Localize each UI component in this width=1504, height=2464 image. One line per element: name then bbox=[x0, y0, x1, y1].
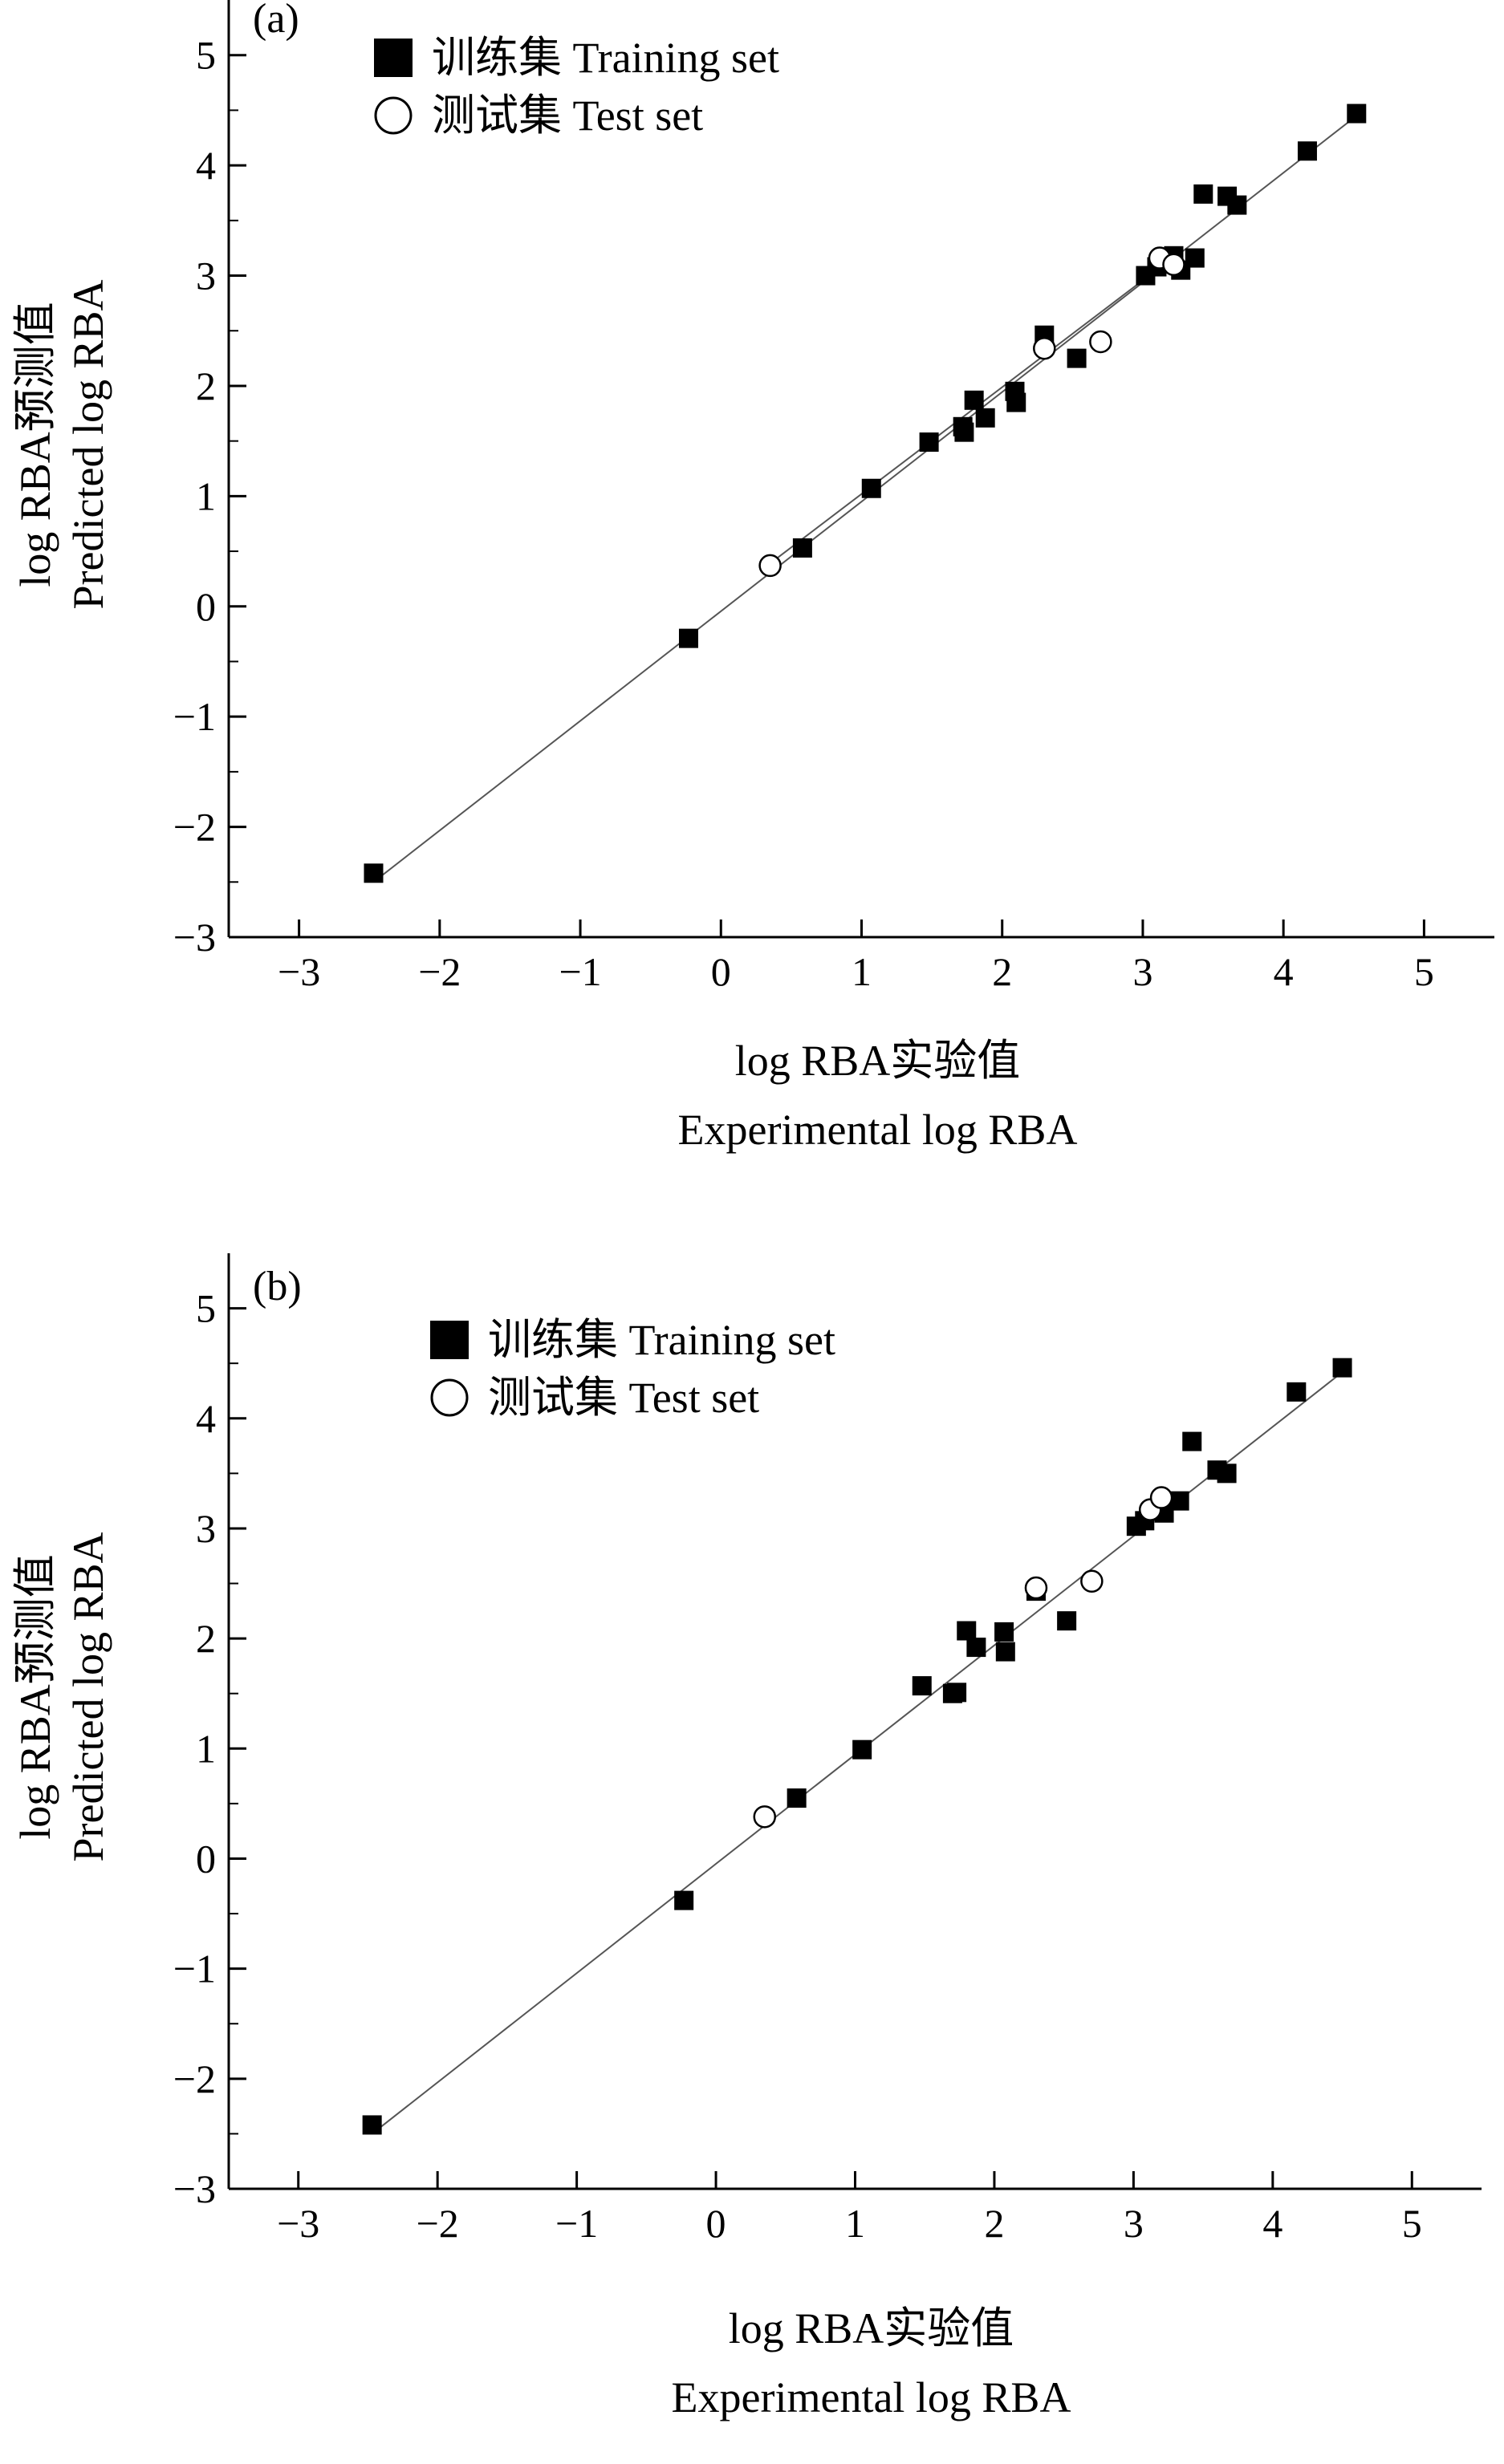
y-tick-label: 4 bbox=[196, 1396, 216, 1441]
training-point bbox=[954, 422, 974, 442]
training-point bbox=[1217, 1463, 1237, 1484]
test-point bbox=[1089, 330, 1112, 354]
y-tick-label: −3 bbox=[173, 2166, 216, 2211]
training-point bbox=[787, 1788, 807, 1808]
training-point bbox=[1297, 141, 1317, 161]
test-point bbox=[758, 554, 782, 578]
training-point bbox=[674, 1890, 694, 1910]
training-point bbox=[957, 1621, 977, 1641]
training-point bbox=[362, 2115, 382, 2135]
x-axis-label-en: Experimental log RBA bbox=[672, 2373, 1071, 2421]
x-tick-label: 5 bbox=[1402, 2201, 1422, 2246]
training-point bbox=[1227, 195, 1247, 215]
x-tick-label: −2 bbox=[417, 2201, 459, 2246]
y-tick-label: 5 bbox=[196, 33, 216, 78]
y-tick-label: 4 bbox=[196, 143, 216, 188]
y-tick-label: 0 bbox=[196, 584, 216, 629]
y-axis-label-cn: log RBA预测值 bbox=[11, 302, 59, 587]
y-tick-label: −3 bbox=[173, 915, 216, 960]
training-point bbox=[919, 432, 939, 453]
y-tick-label: −1 bbox=[173, 1946, 216, 1991]
training-point bbox=[1067, 348, 1087, 368]
y-tick-label: 2 bbox=[196, 363, 216, 408]
training-point bbox=[975, 408, 995, 428]
x-tick-label: 4 bbox=[1274, 949, 1294, 994]
test-point bbox=[753, 1805, 777, 1829]
x-tick-label: 3 bbox=[1132, 949, 1152, 994]
training-point bbox=[678, 628, 698, 648]
legend-training-marker bbox=[430, 1321, 469, 1359]
x-axis-label-en: Experimental log RBA bbox=[678, 1106, 1078, 1154]
legend-training-label: 训练集 Training set bbox=[488, 1316, 835, 1364]
x-tick-label: 1 bbox=[852, 949, 872, 994]
y-tick-label: −2 bbox=[173, 2056, 216, 2101]
x-tick-label: 2 bbox=[984, 2201, 1004, 2246]
training-point bbox=[1287, 1382, 1307, 1402]
legend-test-label: 测试集 Test set bbox=[488, 1374, 759, 1422]
test-point bbox=[1149, 1486, 1173, 1509]
regression-line bbox=[372, 115, 1357, 883]
chart-panel-a: −3 −2 −1 0 1 2 3 4 5 −3 −2 −1 0 1 2 3 4 5 (a) 训练集 Training … bbox=[11, 0, 1494, 1154]
chart-panel-b: −3 −2 −1 0 1 2 3 4 5 −3 −2 −1 0 1 2 3 4 5 (b) 训练集 Training … bbox=[11, 1253, 1482, 2421]
x-tick-label: 0 bbox=[711, 949, 731, 994]
x-tick-label: −1 bbox=[555, 2201, 598, 2246]
y-tick-label: 5 bbox=[196, 1286, 216, 1331]
y-tick-label: 2 bbox=[196, 1616, 216, 1661]
test-point bbox=[1033, 336, 1056, 360]
training-point bbox=[964, 390, 984, 410]
training-point bbox=[1185, 248, 1205, 268]
x-tick-label: 3 bbox=[1124, 2201, 1144, 2246]
test-point bbox=[1162, 253, 1185, 277]
y-tick-label: 3 bbox=[196, 254, 216, 298]
x-tick-label: −1 bbox=[559, 949, 601, 994]
y-tick-label: 3 bbox=[196, 1506, 216, 1551]
legend-test-marker bbox=[374, 96, 413, 135]
legend-training-label: 训练集 Training set bbox=[432, 34, 779, 82]
y-tick-label: 1 bbox=[196, 1726, 216, 1771]
x-tick-label: −2 bbox=[418, 949, 461, 994]
training-point bbox=[792, 538, 812, 558]
y-axis-label-en: Predicted log RBA bbox=[64, 280, 112, 610]
x-axis-label-cn: log RBA实验值 bbox=[735, 1037, 1021, 1085]
training-point bbox=[994, 1622, 1014, 1642]
x-tick-label: 0 bbox=[706, 2201, 726, 2246]
training-point bbox=[852, 1739, 872, 1760]
training-point bbox=[1347, 104, 1367, 124]
test-point bbox=[1024, 1576, 1048, 1600]
y-tick-label: −1 bbox=[173, 694, 216, 739]
training-point bbox=[966, 1638, 986, 1658]
panel-label: (a) bbox=[253, 0, 299, 42]
training-point bbox=[861, 478, 881, 498]
training-point bbox=[1057, 1611, 1077, 1631]
y-tick-label: 1 bbox=[196, 473, 216, 518]
training-point bbox=[1169, 1491, 1189, 1511]
x-axis-label-cn: log RBA实验值 bbox=[729, 2304, 1014, 2352]
training-point bbox=[364, 863, 384, 883]
x-tick-label: 1 bbox=[845, 2201, 865, 2246]
x-tick-label: −3 bbox=[278, 949, 320, 994]
training-point bbox=[947, 1683, 967, 1703]
y-axis-label-cn: log RBA预测值 bbox=[11, 1554, 59, 1840]
test-point bbox=[1080, 1569, 1104, 1593]
training-point bbox=[912, 1676, 932, 1696]
x-tick-label: −3 bbox=[277, 2201, 319, 2246]
y-axis-label-en: Predicted log RBA bbox=[64, 1532, 112, 1862]
legend-training-marker bbox=[374, 39, 413, 77]
training-point bbox=[1006, 392, 1026, 412]
legend-test-label: 测试集 Test set bbox=[432, 91, 703, 140]
training-point bbox=[1182, 1431, 1202, 1451]
x-tick-label: 5 bbox=[1414, 949, 1434, 994]
y-tick-label: −2 bbox=[173, 805, 216, 850]
y-tick-label: 0 bbox=[196, 1836, 216, 1881]
x-tick-label: 4 bbox=[1262, 2201, 1282, 2246]
regression-line bbox=[770, 256, 1175, 564]
x-tick-label: 2 bbox=[992, 949, 1012, 994]
legend-test-marker bbox=[430, 1378, 469, 1417]
panel-label: (b) bbox=[253, 1264, 302, 1309]
training-point bbox=[995, 1642, 1015, 1662]
training-point bbox=[1332, 1358, 1352, 1378]
training-point bbox=[1193, 184, 1213, 204]
